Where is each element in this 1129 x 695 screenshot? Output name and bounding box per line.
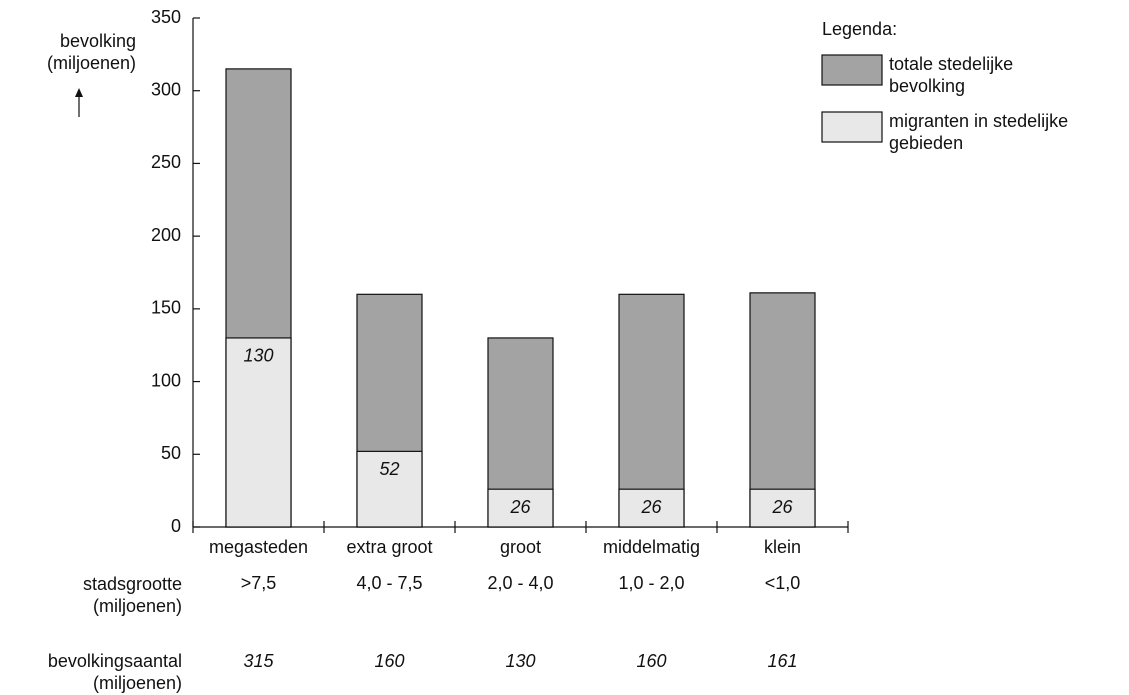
bar <box>618 293 685 528</box>
data-label: 130 <box>243 346 273 366</box>
x-tick-label: klein <box>764 537 801 557</box>
row-label: stadsgrootte (miljoenen) <box>82 574 182 616</box>
bar <box>749 292 816 528</box>
size-class-label: <1,0 <box>765 573 801 593</box>
x-tick-label: groot <box>500 537 541 557</box>
total-label: 161 <box>767 651 797 671</box>
x-tick-label: middelmatig <box>603 537 700 557</box>
axis-arrowhead <box>75 88 83 97</box>
bar <box>225 337 292 528</box>
total-label: 130 <box>505 651 535 671</box>
legend-swatch <box>821 54 883 86</box>
size-class-label: >7,5 <box>241 573 277 593</box>
size-class-label: 4,0 - 7,5 <box>356 573 422 593</box>
total-label: 160 <box>374 651 404 671</box>
data-label: 26 <box>771 497 793 517</box>
y-tick-label: 250 <box>151 152 181 172</box>
legend-swatch <box>821 111 883 143</box>
y-tick-label: 300 <box>151 79 181 99</box>
y-tick-label: 0 <box>171 516 181 536</box>
data-label: 52 <box>379 459 399 479</box>
legend-title: Legenda: <box>822 19 898 39</box>
y-axis-label: bevolking (miljoenen) <box>46 31 136 73</box>
row-label: bevolkingsaantal (miljoenen) <box>47 651 182 693</box>
data-label: 26 <box>640 497 662 517</box>
legend-label: migranten in stedelijke gebieden <box>889 111 1069 153</box>
y-tick-label: 150 <box>151 298 181 318</box>
size-class-label: 1,0 - 2,0 <box>618 573 684 593</box>
y-tick-label: 100 <box>151 370 181 390</box>
total-label: 315 <box>243 651 274 671</box>
data-label: 26 <box>509 497 531 517</box>
bar <box>487 488 554 528</box>
bar <box>356 450 423 528</box>
y-tick-label: 200 <box>151 225 181 245</box>
x-tick-label: megasteden <box>209 537 308 557</box>
bar <box>618 488 685 528</box>
y-tick-label: 350 <box>151 7 181 27</box>
y-tick-label: 50 <box>161 443 181 463</box>
total-label: 160 <box>636 651 666 671</box>
bar <box>749 488 816 528</box>
legend-label: totale stedelijke bevolking <box>889 54 1014 96</box>
size-class-label: 2,0 - 4,0 <box>487 573 553 593</box>
x-tick-label: extra groot <box>346 537 432 557</box>
